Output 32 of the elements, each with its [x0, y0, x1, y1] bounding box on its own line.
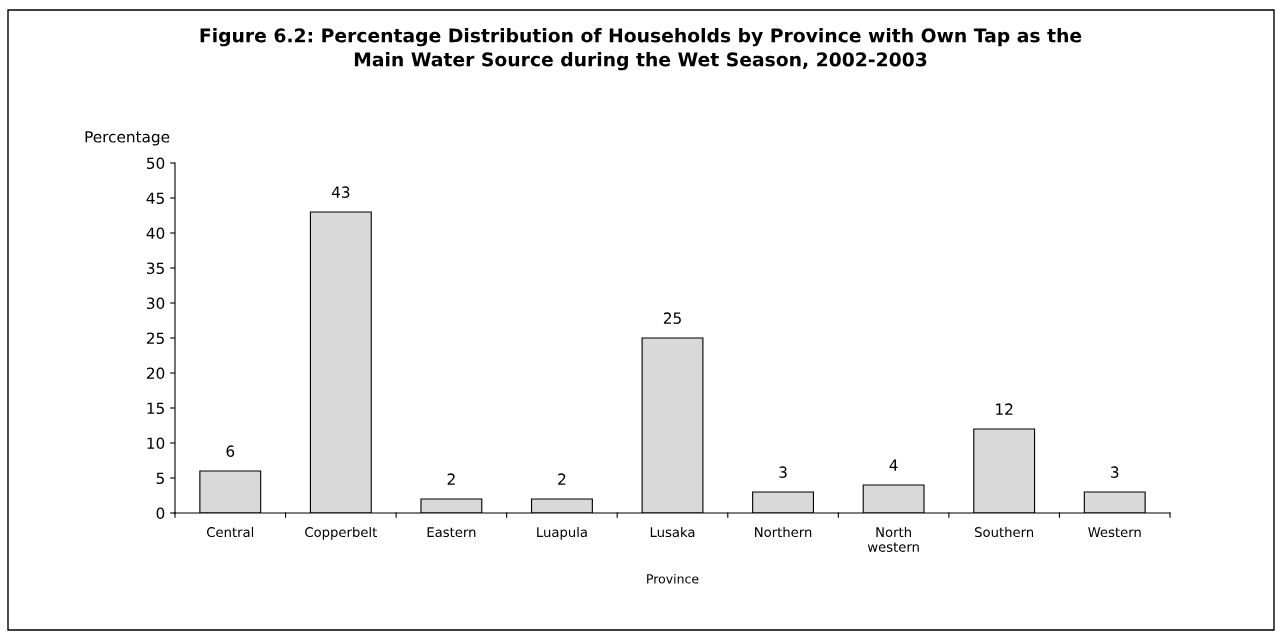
y-tick-label: 0	[156, 507, 165, 520]
y-tick-label: 5	[156, 472, 164, 485]
data-label: 2	[447, 473, 455, 485]
x-tick-label: Luapula	[537, 526, 587, 540]
data-label: 2	[558, 473, 566, 485]
x-tick-label: Southern	[975, 526, 1034, 538]
chart-title: Figure 6.2: Percentage Distribution of Households by Province with Own Tap as the Main Water Source during the Wet Season, 2002-2003	[200, 28, 1082, 71]
x-tick-label: Eastern	[427, 527, 476, 538]
x-tick-label: Lusaka	[650, 526, 695, 538]
x-tick-label: Central	[207, 526, 254, 538]
data-label: 4	[889, 459, 898, 471]
y-tick-label: 20	[146, 367, 165, 380]
x-axis-title: Province	[647, 573, 699, 584]
x-tick-label: Western	[1088, 527, 1141, 538]
y-axis-title: Percentage	[85, 131, 170, 146]
data-label: 6	[226, 445, 235, 457]
x-tick-label: Copperbelt	[305, 526, 377, 540]
data-label: 25	[663, 312, 681, 324]
y-tick-label: 35	[147, 262, 164, 275]
data-label: 12	[996, 403, 1013, 415]
data-label: 3	[779, 466, 787, 478]
y-tick-label: 30	[147, 297, 165, 310]
x-tick-label: Northern	[755, 526, 812, 538]
x-tick-label: North western	[867, 526, 919, 552]
data-label: 43	[331, 186, 350, 198]
y-tick-label: 25	[146, 332, 164, 345]
y-tick-label: 15	[147, 402, 164, 415]
data-label: 3	[1111, 466, 1119, 478]
y-tick-label: 45	[146, 192, 164, 205]
y-tick-label: 40	[146, 227, 165, 240]
y-tick-label: 10	[147, 437, 165, 450]
y-tick-label: 50	[147, 157, 165, 170]
